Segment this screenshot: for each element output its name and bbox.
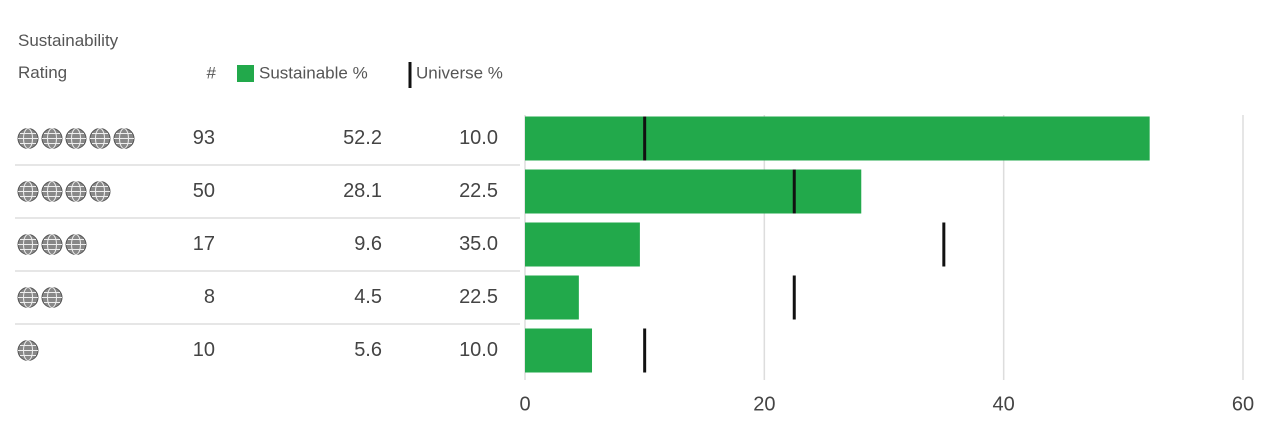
sustainable-pct: 5.6: [354, 339, 382, 361]
bar: [525, 328, 593, 373]
legend-label: Sustainable %: [259, 63, 368, 82]
x-tick-label: 60: [1232, 393, 1254, 415]
count: 93: [193, 127, 215, 149]
sustainable-pct: 28.1: [343, 180, 382, 202]
globe-icon: [41, 181, 63, 202]
count-header: #: [207, 63, 217, 82]
count: 8: [204, 286, 215, 308]
x-tick-label: 0: [519, 393, 530, 415]
globe-icon: [113, 128, 135, 149]
count: 50: [193, 180, 215, 202]
globe-icon: [65, 128, 87, 149]
globe-icon: [89, 181, 111, 202]
x-tick-label: 20: [753, 393, 775, 415]
bar: [525, 275, 579, 320]
globe-icon: [17, 181, 39, 202]
globe-icon: [65, 234, 87, 255]
globe-icon: [17, 287, 39, 308]
universe-pct: 10.0: [459, 127, 498, 149]
globe-icon: [41, 128, 63, 149]
bar: [525, 222, 640, 267]
globe-icon: [17, 234, 39, 255]
legend-label: Universe %: [416, 63, 503, 82]
legend-swatch: [237, 65, 254, 82]
globe-icon: [89, 128, 111, 149]
universe-pct: 22.5: [459, 180, 498, 202]
count: 17: [193, 233, 215, 255]
universe-pct: 10.0: [459, 339, 498, 361]
globe-icon: [41, 234, 63, 255]
globe-icon: [17, 128, 39, 149]
count: 10: [193, 339, 215, 361]
bar: [525, 169, 862, 214]
globe-icon: [17, 340, 39, 361]
universe-pct: 22.5: [459, 286, 498, 308]
sustainable-pct: 9.6: [354, 233, 382, 255]
sustainable-pct: 4.5: [354, 286, 382, 308]
bar: [525, 116, 1150, 161]
x-tick-label: 40: [993, 393, 1015, 415]
sustainable-pct: 52.2: [343, 127, 382, 149]
globe-icon: [65, 181, 87, 202]
globe-icon: [41, 287, 63, 308]
universe-pct: 35.0: [459, 233, 498, 255]
rating-header: Sustainability Rating: [18, 31, 119, 82]
